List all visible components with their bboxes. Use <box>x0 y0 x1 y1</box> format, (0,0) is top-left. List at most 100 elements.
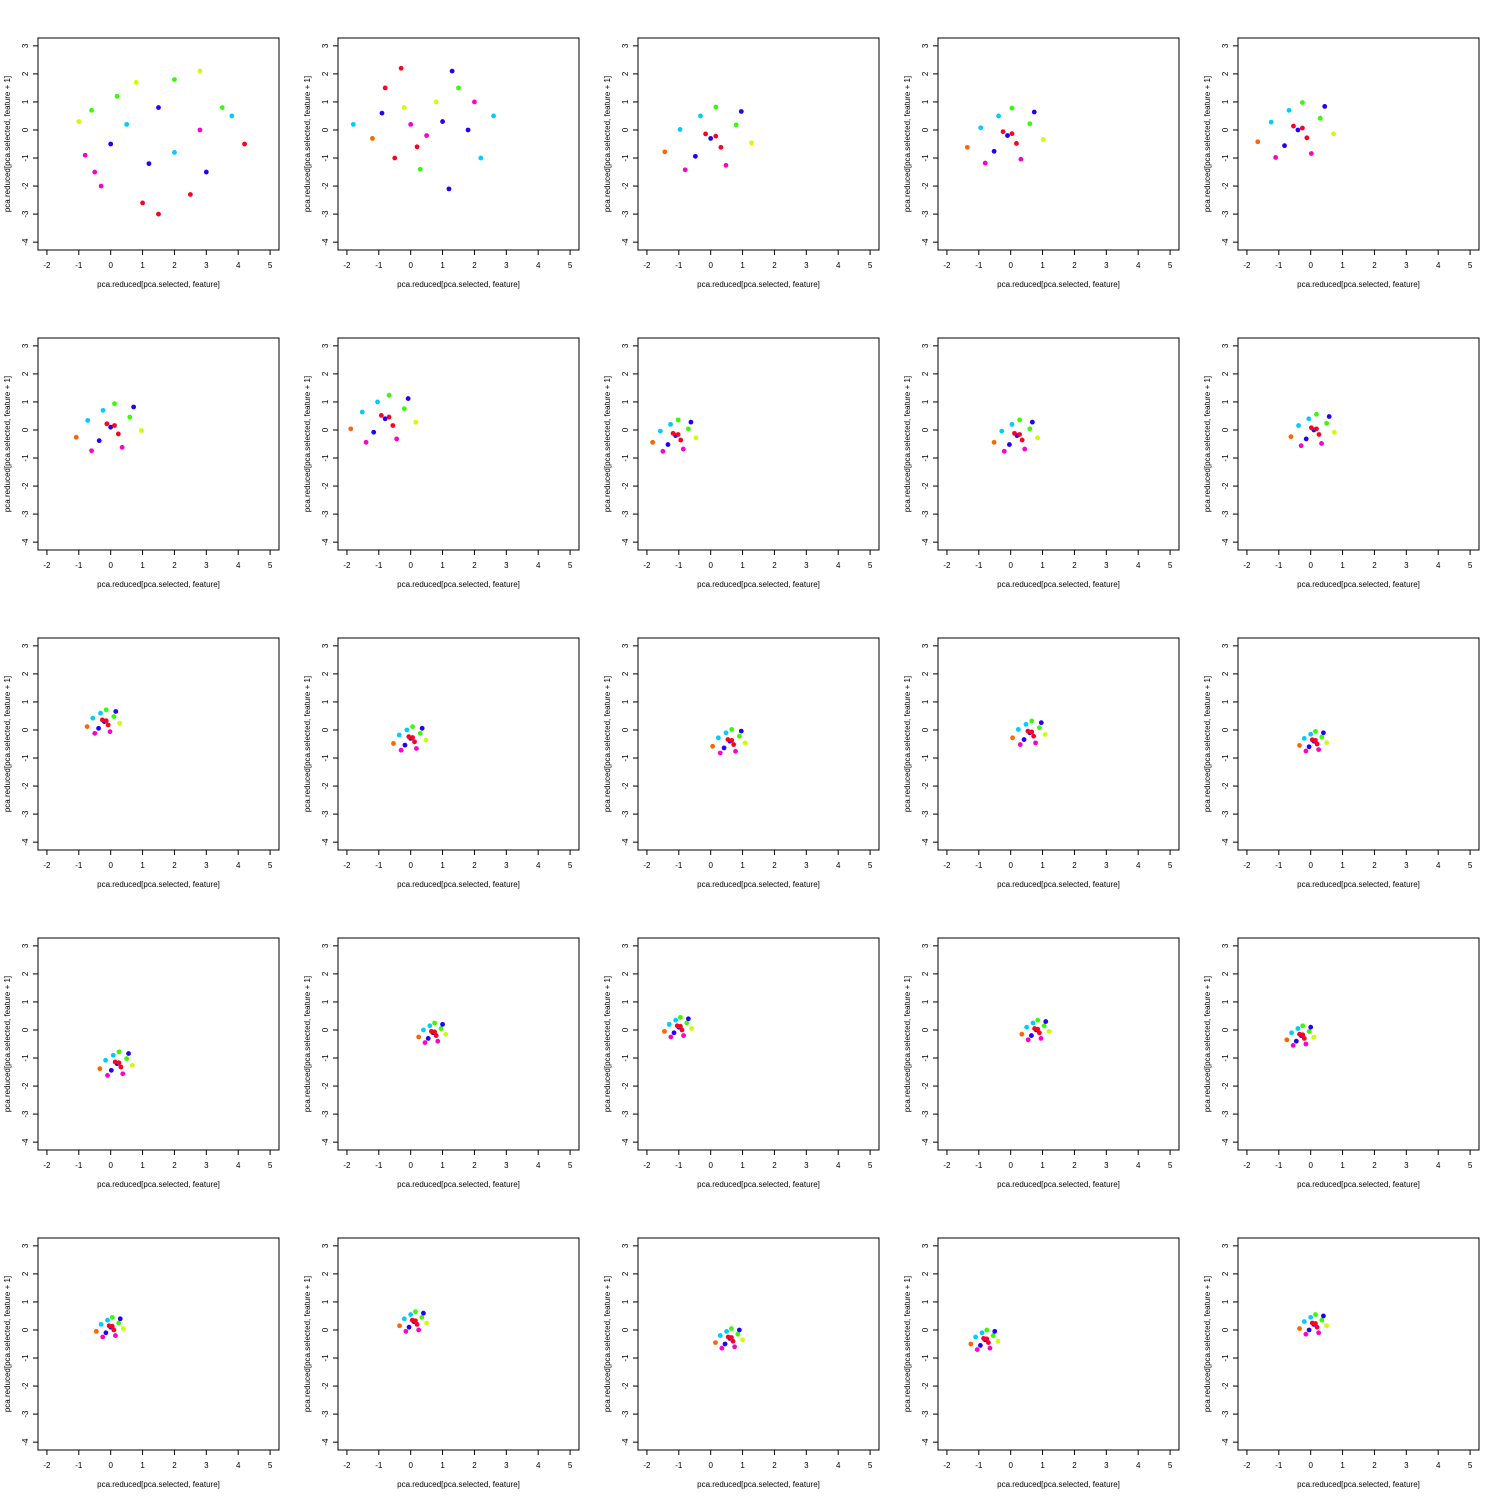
point <box>723 730 729 736</box>
plot-box <box>1237 937 1480 1151</box>
y-tick-label: -4 <box>21 238 30 246</box>
point <box>1316 1330 1322 1336</box>
point <box>715 735 721 741</box>
x-tick-label: 2 <box>472 1461 477 1470</box>
x-axis-label: pca.reduced[pca.selected, feature] <box>997 580 1120 589</box>
y-tick-label: -2 <box>321 782 330 790</box>
x-tick-label: -2 <box>943 1461 951 1470</box>
y-tick-label: -3 <box>921 810 930 818</box>
y-tick-label: 0 <box>1221 127 1230 132</box>
point <box>433 1033 439 1038</box>
point <box>719 1345 725 1351</box>
x-tick-label: 0 <box>708 1461 713 1470</box>
y-tick-label: -3 <box>621 810 630 818</box>
point <box>112 1059 118 1065</box>
y-tick-label: -1 <box>1221 1354 1230 1362</box>
point <box>242 141 247 147</box>
x-tick-label: 0 <box>108 861 113 870</box>
y-tick-label: -4 <box>1221 1138 1230 1146</box>
point <box>115 431 121 437</box>
y-tick-label: 2 <box>1221 371 1230 376</box>
panel: -2 -1 0 1 2 3 4 5 -4 -3 -2 -1 0 1 2 3 pca.reduced[pca.se… <box>3 1237 280 1489</box>
y-tick-label: 2 <box>621 971 630 976</box>
x-tick-label: 1 <box>140 561 145 570</box>
y-tick-label: -3 <box>621 1410 630 1418</box>
point <box>1317 115 1323 121</box>
x-tick-label: 4 <box>1436 1461 1441 1470</box>
y-tick-label: 0 <box>921 727 930 732</box>
panel: -2 -1 0 1 2 3 4 5 -4 -3 -2 -1 0 1 2 3 pca.reduced[pca.se… <box>3 37 280 289</box>
x-tick-label: -2 <box>943 561 951 570</box>
x-tick-label: -2 <box>943 1161 951 1170</box>
y-tick-label: 1 <box>1221 99 1230 104</box>
y-tick-label: 3 <box>621 1243 630 1248</box>
x-tick-label: -2 <box>1243 861 1251 870</box>
plot-box <box>337 337 580 551</box>
x-tick-label: 1 <box>1040 261 1045 270</box>
panel: -2 -1 0 1 2 3 4 5 -4 -3 -2 -1 0 1 2 3 pca.reduced[pca.se… <box>603 937 880 1189</box>
point <box>729 1326 734 1331</box>
point <box>348 426 354 432</box>
y-tick-label: 1 <box>21 399 30 404</box>
y-tick-label: 0 <box>921 427 930 432</box>
x-tick-label: 5 <box>1168 1461 1173 1470</box>
x-tick-label: 1 <box>440 261 445 270</box>
point <box>113 709 119 714</box>
point <box>73 434 79 440</box>
point <box>1036 1030 1042 1036</box>
y-tick-label: -4 <box>621 1438 630 1446</box>
point <box>1313 728 1318 734</box>
x-tick-label: 5 <box>1168 261 1173 270</box>
y-tick-label: -4 <box>921 238 930 246</box>
y-tick-label: -2 <box>621 782 630 790</box>
x-tick-label: -2 <box>643 1161 651 1170</box>
x-tick-label: 2 <box>172 1161 177 1170</box>
point <box>738 109 744 114</box>
point <box>738 728 744 734</box>
point <box>116 1049 122 1055</box>
point <box>386 414 392 420</box>
point <box>718 144 724 150</box>
point <box>992 1328 998 1334</box>
y-tick-label: 3 <box>21 1243 30 1248</box>
point <box>673 1017 679 1023</box>
x-tick-label: 0 <box>408 861 413 870</box>
point <box>1322 104 1328 109</box>
y-tick-label: 0 <box>1221 1327 1230 1332</box>
y-tick-label: 1 <box>21 99 30 104</box>
point <box>105 1317 110 1323</box>
point <box>449 68 455 74</box>
point <box>114 93 120 99</box>
point <box>1316 432 1322 437</box>
y-tick-label: -2 <box>921 482 930 490</box>
point <box>1031 109 1037 115</box>
y-tick-label: -3 <box>621 1110 630 1118</box>
x-tick-label: 0 <box>708 1161 713 1170</box>
x-tick-label: 3 <box>1404 1161 1409 1170</box>
y-tick-label: -1 <box>921 754 930 762</box>
x-axis-label: pca.reduced[pca.selected, feature] <box>97 1480 220 1489</box>
point <box>417 166 423 172</box>
y-tick-label: -3 <box>921 1410 930 1418</box>
y-axis-label: pca.reduced[pca.selected, feature + 1] <box>1203 376 1212 512</box>
point <box>662 149 668 155</box>
y-tick-label: 2 <box>621 371 630 376</box>
y-tick-label: 1 <box>621 399 630 404</box>
x-tick-label: 5 <box>268 561 273 570</box>
y-tick-label: -3 <box>921 1110 930 1118</box>
point <box>401 1316 407 1322</box>
y-tick-label: -4 <box>921 838 930 846</box>
point <box>1313 1312 1318 1317</box>
point <box>682 167 688 173</box>
point <box>111 1327 117 1333</box>
y-tick-label: 3 <box>1221 343 1230 348</box>
x-tick-label: 5 <box>868 261 873 270</box>
y-tick-label: 0 <box>21 727 30 732</box>
plot-box <box>637 637 880 851</box>
point <box>1036 725 1042 731</box>
point <box>398 65 404 71</box>
point <box>98 710 103 716</box>
y-tick-label: -1 <box>621 1354 630 1362</box>
y-axis-label: pca.reduced[pca.selected, feature + 1] <box>603 76 612 212</box>
y-tick-label: 0 <box>1221 427 1230 432</box>
